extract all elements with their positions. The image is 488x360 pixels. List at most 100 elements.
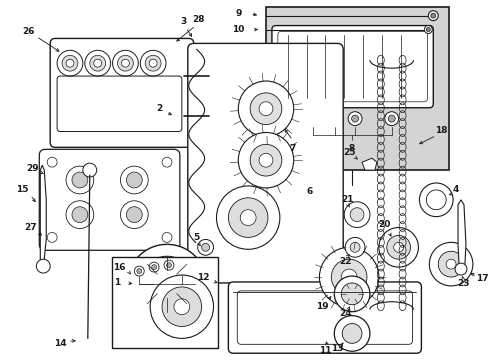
Bar [111,257,218,348]
Circle shape [341,269,356,285]
Circle shape [341,283,362,305]
Circle shape [82,163,97,177]
Text: 12: 12 [197,273,209,282]
Circle shape [342,324,361,343]
Circle shape [319,247,378,307]
Circle shape [66,201,94,229]
Circle shape [174,299,189,315]
Circle shape [90,55,105,71]
Circle shape [259,153,272,167]
Text: 13: 13 [330,344,343,353]
Circle shape [126,172,142,188]
Circle shape [426,28,429,32]
Circle shape [162,279,172,289]
Text: 22: 22 [338,257,351,266]
Circle shape [47,157,57,167]
Circle shape [238,132,293,188]
Text: 7: 7 [289,144,295,153]
Circle shape [121,59,129,67]
Circle shape [72,207,88,222]
Text: 20: 20 [378,220,390,229]
Circle shape [139,256,194,312]
FancyBboxPatch shape [39,149,180,250]
Circle shape [166,263,171,267]
Circle shape [120,166,148,194]
Circle shape [386,235,409,259]
Text: 11: 11 [319,346,331,355]
Text: 5: 5 [193,233,200,242]
Circle shape [162,233,172,242]
Circle shape [137,269,142,274]
Text: 21: 21 [340,195,353,204]
Circle shape [250,93,281,125]
Text: 4: 4 [452,185,458,194]
Circle shape [66,59,74,67]
Circle shape [57,50,82,76]
Text: 19: 19 [315,302,328,311]
Circle shape [430,13,435,18]
Circle shape [334,276,369,312]
Circle shape [112,50,138,76]
Circle shape [349,242,359,252]
Circle shape [347,112,361,126]
Circle shape [120,201,148,229]
Circle shape [149,59,157,67]
FancyBboxPatch shape [237,291,412,344]
Circle shape [72,172,88,188]
Polygon shape [457,200,465,267]
Text: 14: 14 [54,339,66,348]
Circle shape [62,55,78,71]
Circle shape [150,275,213,338]
Circle shape [197,239,213,255]
Circle shape [66,166,94,194]
Circle shape [387,115,394,122]
Text: 25: 25 [342,148,355,157]
Circle shape [145,55,161,71]
Circle shape [345,237,364,257]
Circle shape [331,259,366,295]
Circle shape [424,26,431,33]
FancyBboxPatch shape [228,282,421,353]
Circle shape [126,207,142,222]
Circle shape [163,260,174,270]
Text: 28: 28 [192,15,204,24]
Circle shape [134,266,144,276]
Circle shape [238,81,293,136]
Bar [265,7,448,170]
Circle shape [305,112,319,126]
Circle shape [149,262,159,272]
Circle shape [216,186,279,249]
Circle shape [47,233,57,242]
Circle shape [162,157,172,167]
Circle shape [228,198,267,237]
Circle shape [240,210,256,225]
Circle shape [428,242,472,286]
Circle shape [454,263,466,275]
Circle shape [308,115,315,122]
FancyBboxPatch shape [50,39,193,147]
Text: 24: 24 [338,309,351,318]
Circle shape [378,228,418,267]
FancyBboxPatch shape [187,44,343,283]
Circle shape [349,208,363,221]
Text: 16: 16 [113,262,125,271]
Polygon shape [361,158,376,170]
Circle shape [393,242,403,252]
FancyBboxPatch shape [271,26,432,108]
Circle shape [201,243,209,251]
Text: 9: 9 [235,9,241,18]
Text: 2: 2 [156,104,162,113]
Circle shape [437,251,463,277]
Text: 29: 29 [26,164,39,173]
Text: 1: 1 [114,278,121,287]
Circle shape [127,244,206,324]
Circle shape [117,55,133,71]
Circle shape [344,202,369,228]
Circle shape [140,50,165,76]
Text: 23: 23 [457,279,469,288]
Text: 26: 26 [22,27,35,36]
Text: 17: 17 [475,274,488,283]
Text: 10: 10 [232,25,244,34]
Polygon shape [40,165,46,264]
Circle shape [419,183,452,217]
